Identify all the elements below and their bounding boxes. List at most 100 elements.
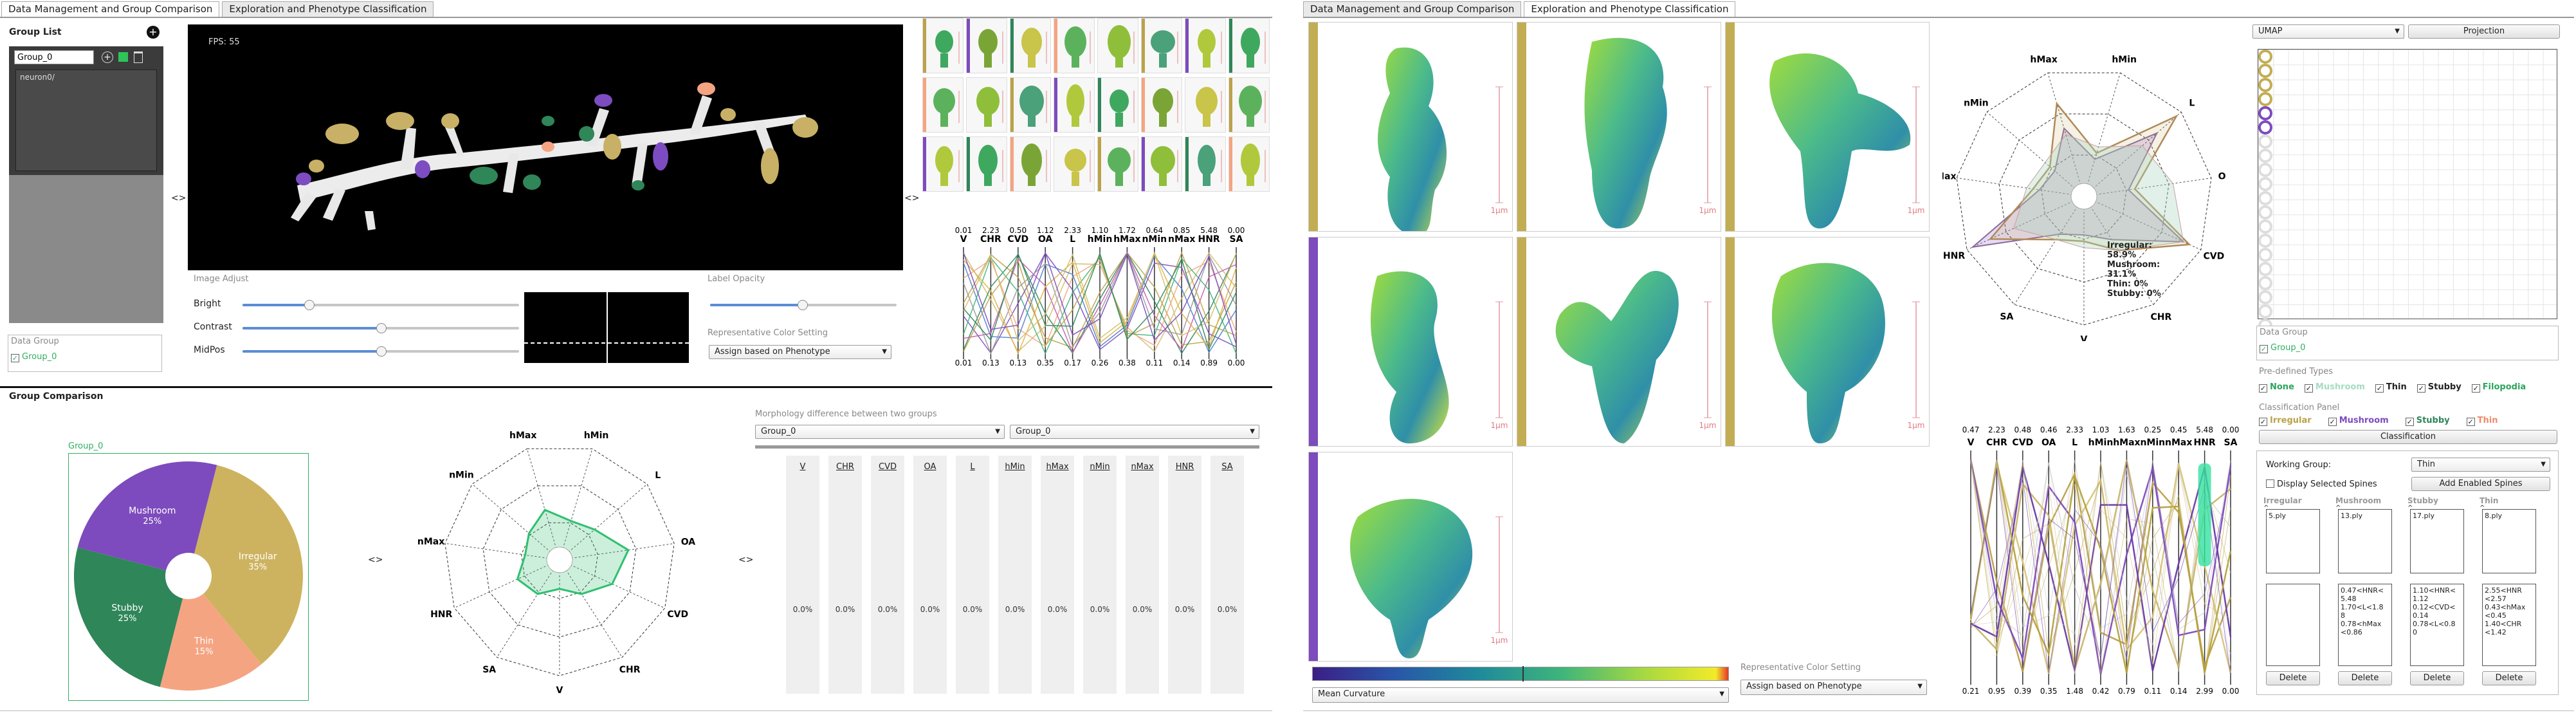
pc-series-line[interactable] (1970, 462, 2231, 673)
predefined-type-toggle[interactable]: ✓ None (2259, 382, 2294, 393)
spine-thumbnail[interactable] (1097, 77, 1138, 133)
spine-thumbnail[interactable] (1054, 18, 1095, 73)
radar-polygon[interactable] (516, 508, 630, 595)
delete-button[interactable]: Delete (2266, 671, 2320, 685)
colormap-bar[interactable] (1312, 666, 1729, 682)
spine-thumbnail[interactable] (922, 77, 964, 133)
projection-point[interactable] (2258, 50, 2272, 64)
checkbox-icon[interactable]: ✓ (2405, 418, 2414, 426)
pc-series-line[interactable] (963, 252, 1237, 355)
pc-series-line[interactable] (1970, 467, 2232, 671)
label-opacity-slider[interactable] (710, 300, 897, 310)
pc-series-line[interactable] (1970, 459, 2231, 674)
colormap-select[interactable]: Mean Curvature ▼ (1312, 687, 1729, 703)
diff-column[interactable] (998, 456, 1032, 694)
checkbox-icon[interactable]: ✓ (2260, 345, 2268, 353)
display-selected-toggle[interactable]: Display Selected Spines (2266, 479, 2377, 489)
predefined-type-toggle[interactable]: ✓ Stubby (2416, 382, 2462, 393)
add-group-icon[interactable]: + (147, 26, 160, 39)
predefined-type-toggle[interactable]: ✓ Thin (2375, 382, 2407, 393)
spine-thumbnail[interactable] (1141, 77, 1182, 133)
projection-point[interactable] (2258, 78, 2272, 92)
spine-3d-card[interactable]: 1μm (1308, 452, 1513, 662)
chevron-up-icon[interactable]: ^ (2335, 505, 2341, 512)
swap-groups-button-1[interactable]: <> (368, 555, 383, 565)
checkbox-icon[interactable]: ✓ (2466, 418, 2475, 426)
spine-thumbnail[interactable] (1010, 18, 1051, 73)
projection-point[interactable] (2258, 219, 2272, 234)
diff-group-b-select[interactable]: Group_0 ▼ (1010, 425, 1259, 439)
spine-3d-card[interactable]: 1μm (1308, 22, 1513, 232)
projection-point[interactable] (2258, 191, 2272, 205)
pc-series-line[interactable] (963, 252, 1237, 353)
projection-button[interactable]: Projection (2408, 24, 2560, 39)
group-name-input[interactable] (14, 50, 94, 64)
spine-thumbnail[interactable] (1141, 136, 1182, 192)
projection-point[interactable] (2258, 290, 2272, 304)
projection-point[interactable] (2258, 92, 2272, 106)
spine-thumbnail[interactable] (1010, 136, 1051, 192)
contrast-slider[interactable] (242, 323, 519, 333)
pc-series-line[interactable] (1970, 459, 2231, 671)
pc-brush-selection[interactable] (2198, 463, 2211, 566)
projection-point[interactable] (2258, 205, 2272, 219)
pc-series-line[interactable] (1970, 459, 2231, 665)
classification-rule-box[interactable]: 1.10<HNR< 1.12 0.12<CVD< 0.14 0.78<L<0.8… (2410, 584, 2464, 666)
pc-series-line[interactable] (963, 252, 1237, 355)
pc-series-line[interactable] (1970, 460, 2231, 674)
diff-column[interactable] (786, 456, 819, 694)
pie-slice[interactable] (73, 547, 188, 687)
diff-column[interactable] (871, 456, 904, 694)
selected-spine-box[interactable]: 8.ply (2482, 509, 2536, 573)
pc-series-line[interactable] (963, 251, 1237, 345)
swap-groups-button-2[interactable]: <> (738, 555, 754, 565)
working-group-select[interactable]: Thin ▼ (2411, 458, 2550, 472)
spine-thumbnail[interactable] (1054, 77, 1095, 133)
pc-series-line[interactable] (1970, 459, 2231, 631)
pc-series-line[interactable] (1970, 462, 2231, 673)
classification-button[interactable]: Classification (2259, 430, 2557, 444)
classification-rule-box[interactable] (2266, 584, 2320, 666)
checkbox-icon[interactable]: ✓ (2259, 384, 2267, 393)
checkbox-icon[interactable]: ✓ (2416, 384, 2425, 393)
tab-data-management[interactable]: Data Management and Group Comparison (1, 1, 220, 17)
spine-thumbnail[interactable] (966, 136, 1007, 192)
pc-series-line[interactable] (1969, 460, 2232, 674)
swap-right-button[interactable]: <> (904, 193, 920, 203)
diff-column[interactable] (1168, 456, 1201, 694)
pc-series-line[interactable] (963, 255, 1237, 354)
spine-thumbnail[interactable] (1185, 18, 1226, 73)
delete-button[interactable]: Delete (2482, 671, 2536, 685)
diff-column[interactable] (1041, 456, 1074, 694)
spine-thumbnail[interactable] (1010, 77, 1051, 133)
pc-series-line[interactable] (1969, 459, 2232, 674)
spine-3d-card[interactable]: 1μm (1308, 237, 1513, 447)
chevron-up-icon[interactable]: ^ (2480, 505, 2485, 512)
diff-column[interactable] (913, 456, 947, 694)
spine-3d-card[interactable]: 1μm (1725, 237, 1930, 447)
chevron-up-icon[interactable]: ^ (2407, 505, 2413, 512)
parallel-coords-right[interactable]: 0.47 V 0.21 2.23 CHR 0.95 0.48 CVD 0.39 0.46 OA 0.3… (1959, 425, 2242, 695)
checkbox-icon[interactable]: ✓ (2375, 384, 2384, 393)
classification-type-toggle[interactable]: ✓ Stubby (2405, 416, 2450, 426)
spine-thumbnail[interactable] (922, 18, 964, 73)
selected-spine-box[interactable]: 17.ply (2410, 509, 2464, 573)
spine-thumbnail[interactable] (1229, 18, 1270, 73)
midpos-slider[interactable] (242, 346, 519, 357)
spine-thumbnail[interactable] (1054, 136, 1095, 192)
parallel-coords-left[interactable]: 0.01V0.012.23CHR0.130.50CVD0.131.12OA0.3… (952, 225, 1248, 367)
pie-slice[interactable] (77, 461, 217, 576)
classification-type-toggle[interactable]: ✓ Irregular (2259, 416, 2312, 426)
pc-series-line[interactable] (963, 252, 1237, 355)
swap-left-button[interactable]: <> (171, 193, 187, 203)
spine-thumbnail[interactable] (922, 136, 964, 192)
right-data-group-item[interactable]: ✓ Group_0 (2260, 343, 2305, 353)
group-file-item[interactable]: neuron0/ (20, 73, 55, 82)
checkbox-icon[interactable]: ✓ (2328, 418, 2337, 426)
data-group-item[interactable]: ✓ Group_0 (11, 352, 57, 362)
projection-point[interactable] (2258, 120, 2272, 135)
checkbox-icon[interactable]: ✓ (2259, 418, 2267, 426)
projection-method-select[interactable]: UMAP ▼ (2252, 24, 2404, 39)
projection-point[interactable] (2258, 262, 2272, 276)
